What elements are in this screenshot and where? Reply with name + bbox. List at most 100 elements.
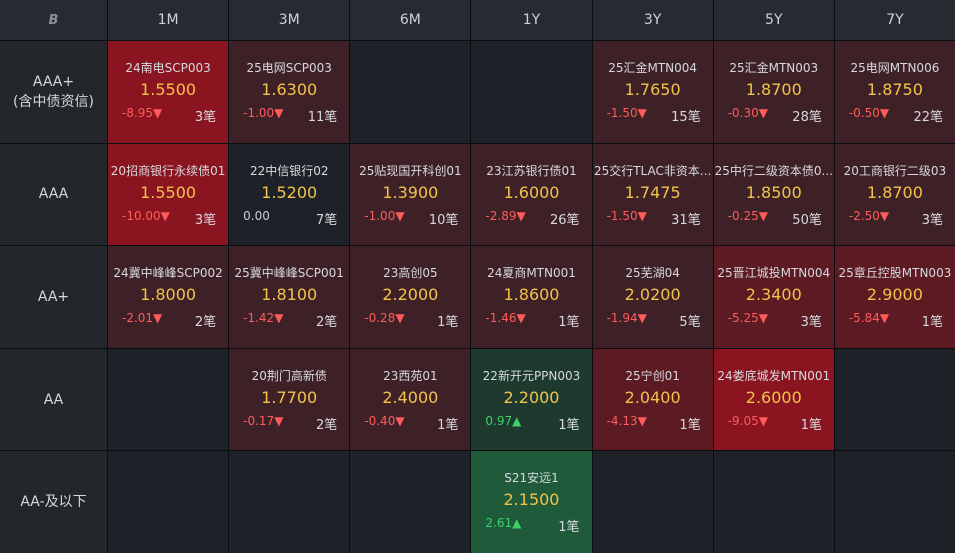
bond-cell[interactable]: 23高创05 2.2000 -0.28▼ 1笔	[350, 246, 471, 348]
bond-cell[interactable]: 25交行TLAC非资本... 1.7475 -1.50▼ 31笔	[592, 143, 713, 246]
bond-name: 24娄底城发MTN001	[717, 368, 831, 383]
trade-count: 22笔	[913, 110, 943, 125]
trade-count: 3笔	[921, 212, 943, 228]
logo-icon: B	[0, 0, 107, 40]
trade-count: 28笔	[792, 110, 822, 125]
bond-cell[interactable]: 25冀中峰峰SCP001 1.8100 -1.42▼ 2笔	[229, 246, 350, 348]
bond-yield: 1.8750	[866, 80, 923, 99]
trade-count: 1笔	[437, 315, 459, 331]
bond-cell[interactable]: 25贴现国开科创01 1.3900 -1.00▼ 10笔	[350, 143, 471, 246]
yield-change: -8.95▼	[122, 106, 163, 120]
column-header-7Y[interactable]: 7Y	[834, 0, 955, 40]
row-header: AA-及以下	[0, 451, 107, 553]
trade-count: 11笔	[307, 110, 338, 125]
column-header-1M[interactable]: 1M	[108, 0, 229, 40]
bond-name: 24南电SCP003	[125, 61, 211, 75]
bond-name: 23高创05	[383, 266, 438, 281]
bond-yield: 1.3900	[382, 182, 439, 202]
trade-count: 2笔	[316, 417, 338, 433]
bond-name: 25芜湖04	[625, 266, 680, 281]
bond-yield: 1.7650	[624, 80, 681, 99]
yield-change: -4.13▼	[606, 413, 647, 428]
bond-name: 20招商银行永续债01	[110, 163, 226, 178]
bond-name: 23江苏银行债01	[486, 163, 577, 178]
row-header-label: AA+	[37, 288, 70, 305]
bond-name: S21安远1	[504, 471, 559, 486]
bond-yield: 2.0400	[624, 387, 681, 407]
yield-change: -1.94▼	[606, 311, 647, 326]
bond-cell[interactable]: 25中行二级资本债0... 1.8500 -0.25▼ 50笔	[713, 143, 834, 246]
trade-count: 1笔	[558, 315, 580, 331]
bond-cell[interactable]: 24娄底城发MTN001 2.6000 -9.05▼ 1笔	[713, 348, 834, 451]
bond-cell[interactable]: 24冀中峰峰SCP002 1.8000 -2.01▼ 2笔	[108, 246, 229, 348]
bond-name: 22中信银行02	[249, 163, 329, 178]
bond-yield: 1.5500	[140, 182, 197, 202]
bond-cell[interactable]: 25晋江城投MTN004 2.3400 -5.25▼ 3笔	[713, 246, 834, 348]
bond-cell[interactable]: 20工商银行二级03 1.8700 -2.50▼ 3笔	[834, 143, 955, 246]
bond-cell[interactable]: 23西苑01 2.4000 -0.40▼ 1笔	[350, 348, 471, 451]
bond-yield: 2.2000	[382, 285, 439, 305]
trade-count: 1笔	[679, 417, 701, 433]
trade-count: 3笔	[194, 110, 217, 125]
empty-cell	[834, 348, 955, 451]
yield-change: -1.42▼	[243, 311, 284, 326]
bond-cell[interactable]: 23江苏银行债01 1.6000 -2.89▼ 26笔	[471, 143, 592, 246]
trade-count: 1笔	[921, 315, 943, 331]
empty-cell	[350, 451, 471, 553]
bond-yield: 1.8000	[140, 285, 197, 305]
bond-cell[interactable]: 20招商银行永续债01 1.5500 -10.00▼ 3笔	[108, 143, 229, 246]
bond-name: 25冀中峰峰SCP001	[234, 266, 344, 281]
bond-cell[interactable]: 24南电SCP003 1.5500 -8.95▼ 3笔	[108, 41, 229, 143]
bond-yield: 2.9000	[866, 285, 923, 305]
empty-cell	[108, 348, 229, 451]
column-header-3M[interactable]: 3M	[229, 0, 350, 40]
bond-cell[interactable]: 25汇金MTN003 1.8700 -0.30▼ 28笔	[713, 41, 834, 143]
row-header: AAA+ (含中债资信)	[0, 41, 107, 143]
bond-yield: 2.4000	[382, 387, 439, 407]
yield-change: -2.50▼	[848, 208, 890, 223]
trade-count: 5笔	[679, 315, 701, 331]
bond-cell[interactable]: S21安远1 2.1500 2.61▲ 1笔	[471, 451, 592, 553]
trade-count: 3笔	[800, 315, 822, 331]
bond-cell[interactable]: 25章丘控股MTN003 2.9000 -5.84▼ 1笔	[834, 246, 955, 348]
row-header: AA+	[0, 246, 107, 348]
bond-cell[interactable]: 25汇金MTN004 1.7650 -1.50▼ 15笔	[592, 41, 713, 143]
column-header-1Y[interactable]: 1Y	[471, 0, 592, 40]
trade-count: 2笔	[316, 315, 338, 331]
bond-cell[interactable]: 25电网MTN006 1.8750 -0.50▼ 22笔	[834, 41, 955, 143]
row-header-label: AA	[43, 391, 64, 408]
yield-change: -0.40▼	[364, 413, 405, 428]
bond-yield: 2.0200	[624, 285, 681, 305]
bond-cell[interactable]: 24夏商MTN001 1.8600 -1.46▼ 1笔	[471, 246, 592, 348]
yield-change: -1.50▼	[606, 106, 647, 120]
trade-count: 3笔	[194, 212, 217, 228]
trade-count: 7笔	[316, 212, 338, 228]
column-header-3Y[interactable]: 3Y	[592, 0, 713, 40]
yield-change: -0.30▼	[727, 106, 768, 120]
empty-cell	[471, 41, 592, 143]
bond-cell[interactable]: 20荆门高新债 1.7700 -0.17▼ 2笔	[229, 348, 350, 451]
bond-name: 25汇金MTN004	[608, 61, 698, 75]
bond-yield: 1.8700	[866, 182, 923, 202]
bond-cell[interactable]: 25电网SCP003 1.6300 -1.00▼ 11笔	[229, 41, 350, 143]
bond-cell[interactable]: 25芜湖04 2.0200 -1.94▼ 5笔	[592, 246, 713, 348]
yield-change: 0.97▲	[485, 413, 522, 428]
trade-count: 1笔	[437, 417, 459, 433]
row-header-label: AAA	[38, 186, 69, 203]
bond-cell[interactable]: 22新开元PPN003 2.2000 0.97▲ 1笔	[471, 348, 592, 451]
bond-name: 22新开元PPN003	[482, 368, 581, 383]
column-header-6M[interactable]: 6M	[350, 0, 471, 40]
column-header-5Y[interactable]: 5Y	[713, 0, 834, 40]
bond-name: 25章丘控股MTN003	[838, 266, 952, 281]
bond-yield: 2.6000	[745, 387, 802, 407]
yield-change: -0.25▼	[727, 208, 768, 223]
trade-count: 50笔	[792, 212, 822, 228]
empty-cell	[108, 451, 229, 553]
row-header: AA	[0, 348, 107, 451]
bond-cell[interactable]: 22中信银行02 1.5200 0.00 7笔	[229, 143, 350, 246]
empty-cell	[713, 451, 834, 553]
bond-yield: 1.5200	[261, 182, 318, 202]
row-header: AAA	[0, 143, 107, 246]
bond-cell[interactable]: 25宁创01 2.0400 -4.13▼ 1笔	[592, 348, 713, 451]
